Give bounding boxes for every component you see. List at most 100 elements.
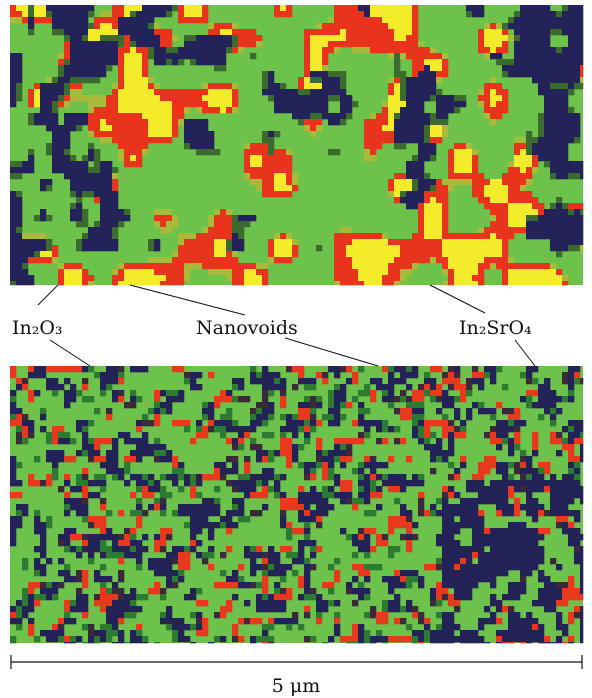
texture-cell	[442, 233, 448, 239]
texture-cell	[136, 89, 142, 95]
texture-cell	[64, 113, 70, 119]
texture-cell	[130, 125, 136, 131]
texture-cell	[100, 372, 106, 378]
texture-cell	[580, 588, 583, 594]
texture-cell	[154, 137, 160, 143]
texture-cell	[538, 588, 544, 594]
texture-cell	[376, 486, 382, 492]
texture-cell	[568, 23, 574, 29]
texture-cell	[232, 35, 238, 41]
texture-cell	[436, 203, 442, 209]
texture-cell	[298, 546, 304, 552]
texture-cell	[226, 233, 232, 239]
texture-cell	[514, 468, 520, 474]
texture-cell	[76, 125, 82, 131]
texture-cell	[538, 59, 544, 65]
texture-cell	[202, 5, 208, 11]
texture-cell	[418, 137, 424, 143]
texture-cell	[250, 510, 256, 516]
texture-cell	[580, 215, 583, 221]
texture-cell	[520, 65, 526, 71]
texture-cell	[136, 480, 142, 486]
texture-cell	[466, 263, 472, 269]
texture-cell	[340, 119, 346, 125]
texture-cell	[178, 462, 184, 468]
texture-cell	[442, 564, 448, 570]
texture-cell	[22, 432, 28, 438]
texture-cell	[544, 606, 550, 612]
texture-cell	[478, 408, 484, 414]
texture-cell	[76, 450, 82, 456]
texture-cell	[376, 11, 382, 17]
texture-cell	[10, 59, 16, 65]
texture-cell	[58, 149, 64, 155]
texture-cell	[250, 480, 256, 486]
texture-cell	[574, 492, 580, 498]
texture-cell	[568, 528, 574, 534]
texture-cell	[472, 185, 478, 191]
texture-cell	[430, 155, 436, 161]
texture-cell	[172, 456, 178, 462]
texture-cell	[568, 498, 574, 504]
texture-cell	[544, 408, 550, 414]
texture-cell	[34, 372, 40, 378]
texture-cell	[544, 47, 550, 53]
texture-cell	[214, 89, 220, 95]
texture-cell	[412, 245, 418, 251]
texture-cell	[556, 588, 562, 594]
texture-cell	[280, 600, 286, 606]
texture-cell	[112, 215, 118, 221]
texture-cell	[466, 414, 472, 420]
texture-cell	[196, 432, 202, 438]
texture-cell	[88, 245, 94, 251]
texture-cell	[94, 576, 100, 582]
texture-cell	[580, 17, 583, 23]
texture-cell	[580, 642, 583, 643]
texture-cell	[196, 630, 202, 636]
texture-cell	[448, 107, 454, 113]
texture-cell	[298, 582, 304, 588]
texture-cell	[202, 107, 208, 113]
texture-cell	[220, 516, 226, 522]
texture-cell	[208, 546, 214, 552]
texture-cell	[244, 600, 250, 606]
texture-cell	[64, 269, 70, 275]
texture-cell	[532, 498, 538, 504]
texture-cell	[202, 95, 208, 101]
texture-cell	[94, 522, 100, 528]
texture-cell	[28, 101, 34, 107]
texture-cell	[64, 504, 70, 510]
texture-cell	[262, 558, 268, 564]
texture-cell	[424, 197, 430, 203]
texture-cell	[406, 528, 412, 534]
texture-cell	[208, 35, 214, 41]
texture-cell	[34, 558, 40, 564]
texture-cell	[508, 480, 514, 486]
texture-cell	[346, 257, 352, 263]
texture-cell	[538, 11, 544, 17]
texture-cell	[28, 432, 34, 438]
texture-cell	[106, 233, 112, 239]
texture-cell	[430, 59, 436, 65]
texture-cell	[430, 209, 436, 215]
texture-cell	[532, 480, 538, 486]
texture-cell	[88, 630, 94, 636]
texture-cell	[520, 582, 526, 588]
texture-cell	[280, 444, 286, 450]
texture-cell	[142, 107, 148, 113]
texture-cell	[262, 155, 268, 161]
texture-cell	[346, 582, 352, 588]
texture-cell	[496, 53, 502, 59]
texture-cell	[232, 227, 238, 233]
texture-cell	[550, 474, 556, 480]
texture-cell	[394, 474, 400, 480]
texture-cell	[304, 125, 310, 131]
texture-cell	[298, 594, 304, 600]
texture-cell	[250, 29, 256, 35]
texture-cell	[574, 221, 580, 227]
texture-cell	[94, 59, 100, 65]
texture-cell	[88, 23, 94, 29]
texture-cell	[274, 95, 280, 101]
texture-cell	[64, 83, 70, 89]
texture-cell	[580, 558, 583, 564]
